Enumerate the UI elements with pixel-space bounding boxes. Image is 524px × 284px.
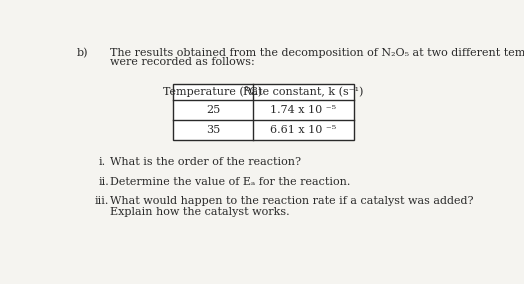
Text: What is the order of the reaction?: What is the order of the reaction?	[110, 157, 301, 167]
Text: 35: 35	[206, 125, 220, 135]
Text: Temperature (°C): Temperature (°C)	[163, 86, 263, 97]
Text: i.: i.	[99, 157, 106, 167]
Text: Determine the value of Eₐ for the reaction.: Determine the value of Eₐ for the reacti…	[110, 177, 350, 187]
Text: iii.: iii.	[94, 196, 108, 206]
Text: were recorded as follows:: were recorded as follows:	[111, 57, 255, 67]
Text: b): b)	[77, 48, 88, 58]
Text: 25: 25	[206, 105, 220, 114]
Text: The results obtained from the decomposition of N₂O₅ at two different temperature: The results obtained from the decomposit…	[111, 48, 524, 58]
Text: 1.74 x 10 ⁻⁵: 1.74 x 10 ⁻⁵	[270, 105, 336, 114]
Text: Rate constant, k (s⁻¹): Rate constant, k (s⁻¹)	[243, 87, 364, 97]
Text: 6.61 x 10 ⁻⁵: 6.61 x 10 ⁻⁵	[270, 125, 336, 135]
Text: Explain how the catalyst works.: Explain how the catalyst works.	[110, 207, 289, 217]
Text: What would happen to the reaction rate if a catalyst was added?: What would happen to the reaction rate i…	[110, 196, 473, 206]
Bar	[173, 84, 354, 139]
Text: ii.: ii.	[99, 177, 110, 187]
